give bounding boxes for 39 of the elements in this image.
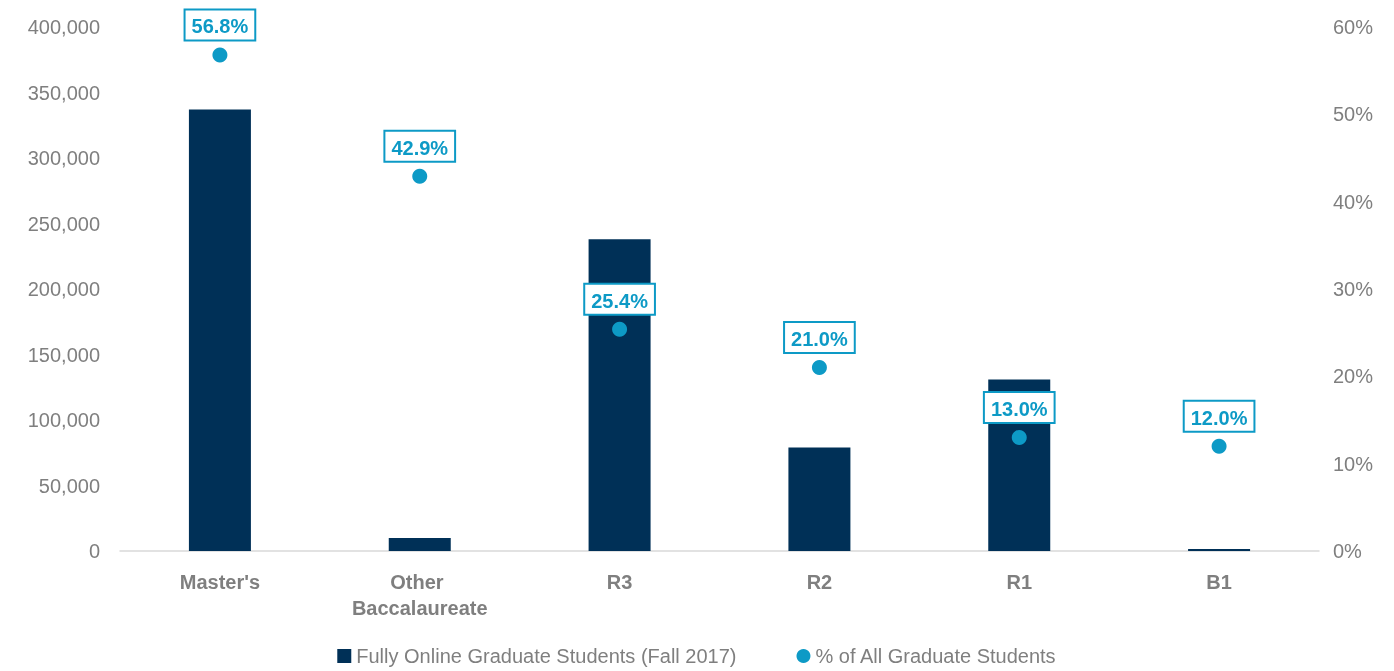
y2-tick-label: 30% bbox=[1333, 278, 1374, 300]
legend-label: % of All Graduate Students bbox=[815, 645, 1056, 667]
y-tick-label: 150,000 bbox=[27, 343, 100, 366]
data-label: 42.9% bbox=[391, 136, 449, 159]
point bbox=[612, 321, 628, 337]
legend-label: Fully Online Graduate Students (Fall 2017) bbox=[356, 645, 737, 667]
x-tick-label: B1 bbox=[1206, 571, 1232, 593]
point bbox=[1011, 429, 1027, 445]
point bbox=[811, 360, 827, 376]
data-label: 13.0% bbox=[990, 397, 1048, 420]
data-label: 56.8% bbox=[191, 15, 249, 38]
x-tick-label: R2 bbox=[806, 571, 833, 593]
y-tick-label: 300,000 bbox=[27, 147, 100, 169]
x-tick-label: Master's bbox=[179, 571, 261, 593]
y-tick-label: 50,000 bbox=[38, 474, 100, 497]
point bbox=[1211, 438, 1227, 454]
y-tick-label: 0 bbox=[88, 540, 100, 562]
y2-tick-label: 20% bbox=[1333, 365, 1374, 388]
bar bbox=[788, 447, 851, 551]
bar bbox=[388, 537, 451, 551]
point bbox=[212, 47, 228, 63]
data-label: 12.0% bbox=[1190, 406, 1248, 429]
y2-tick-label: 60% bbox=[1333, 16, 1374, 38]
data-label: 21.0% bbox=[791, 328, 848, 351]
y2-tick-label: 40% bbox=[1333, 190, 1374, 213]
y2-tick-label: 50% bbox=[1333, 103, 1374, 126]
bar bbox=[188, 109, 251, 551]
y-tick-label: 250,000 bbox=[27, 212, 100, 235]
y-tick-label: 350,000 bbox=[27, 81, 100, 104]
point bbox=[412, 168, 428, 184]
x-tick-label: R1 bbox=[1006, 571, 1033, 593]
y2-tick-label: 0% bbox=[1333, 540, 1363, 562]
y-tick-label: 400,000 bbox=[27, 16, 100, 38]
y2-tick-label: 10% bbox=[1333, 452, 1374, 475]
x-tick-label: R3 bbox=[606, 571, 633, 593]
y-tick-label: 100,000 bbox=[27, 409, 100, 431]
x-tick-label: Other Baccalaureate bbox=[351, 571, 488, 619]
y-tick-label: 200,000 bbox=[27, 278, 100, 300]
data-label: 25.4% bbox=[591, 289, 649, 312]
